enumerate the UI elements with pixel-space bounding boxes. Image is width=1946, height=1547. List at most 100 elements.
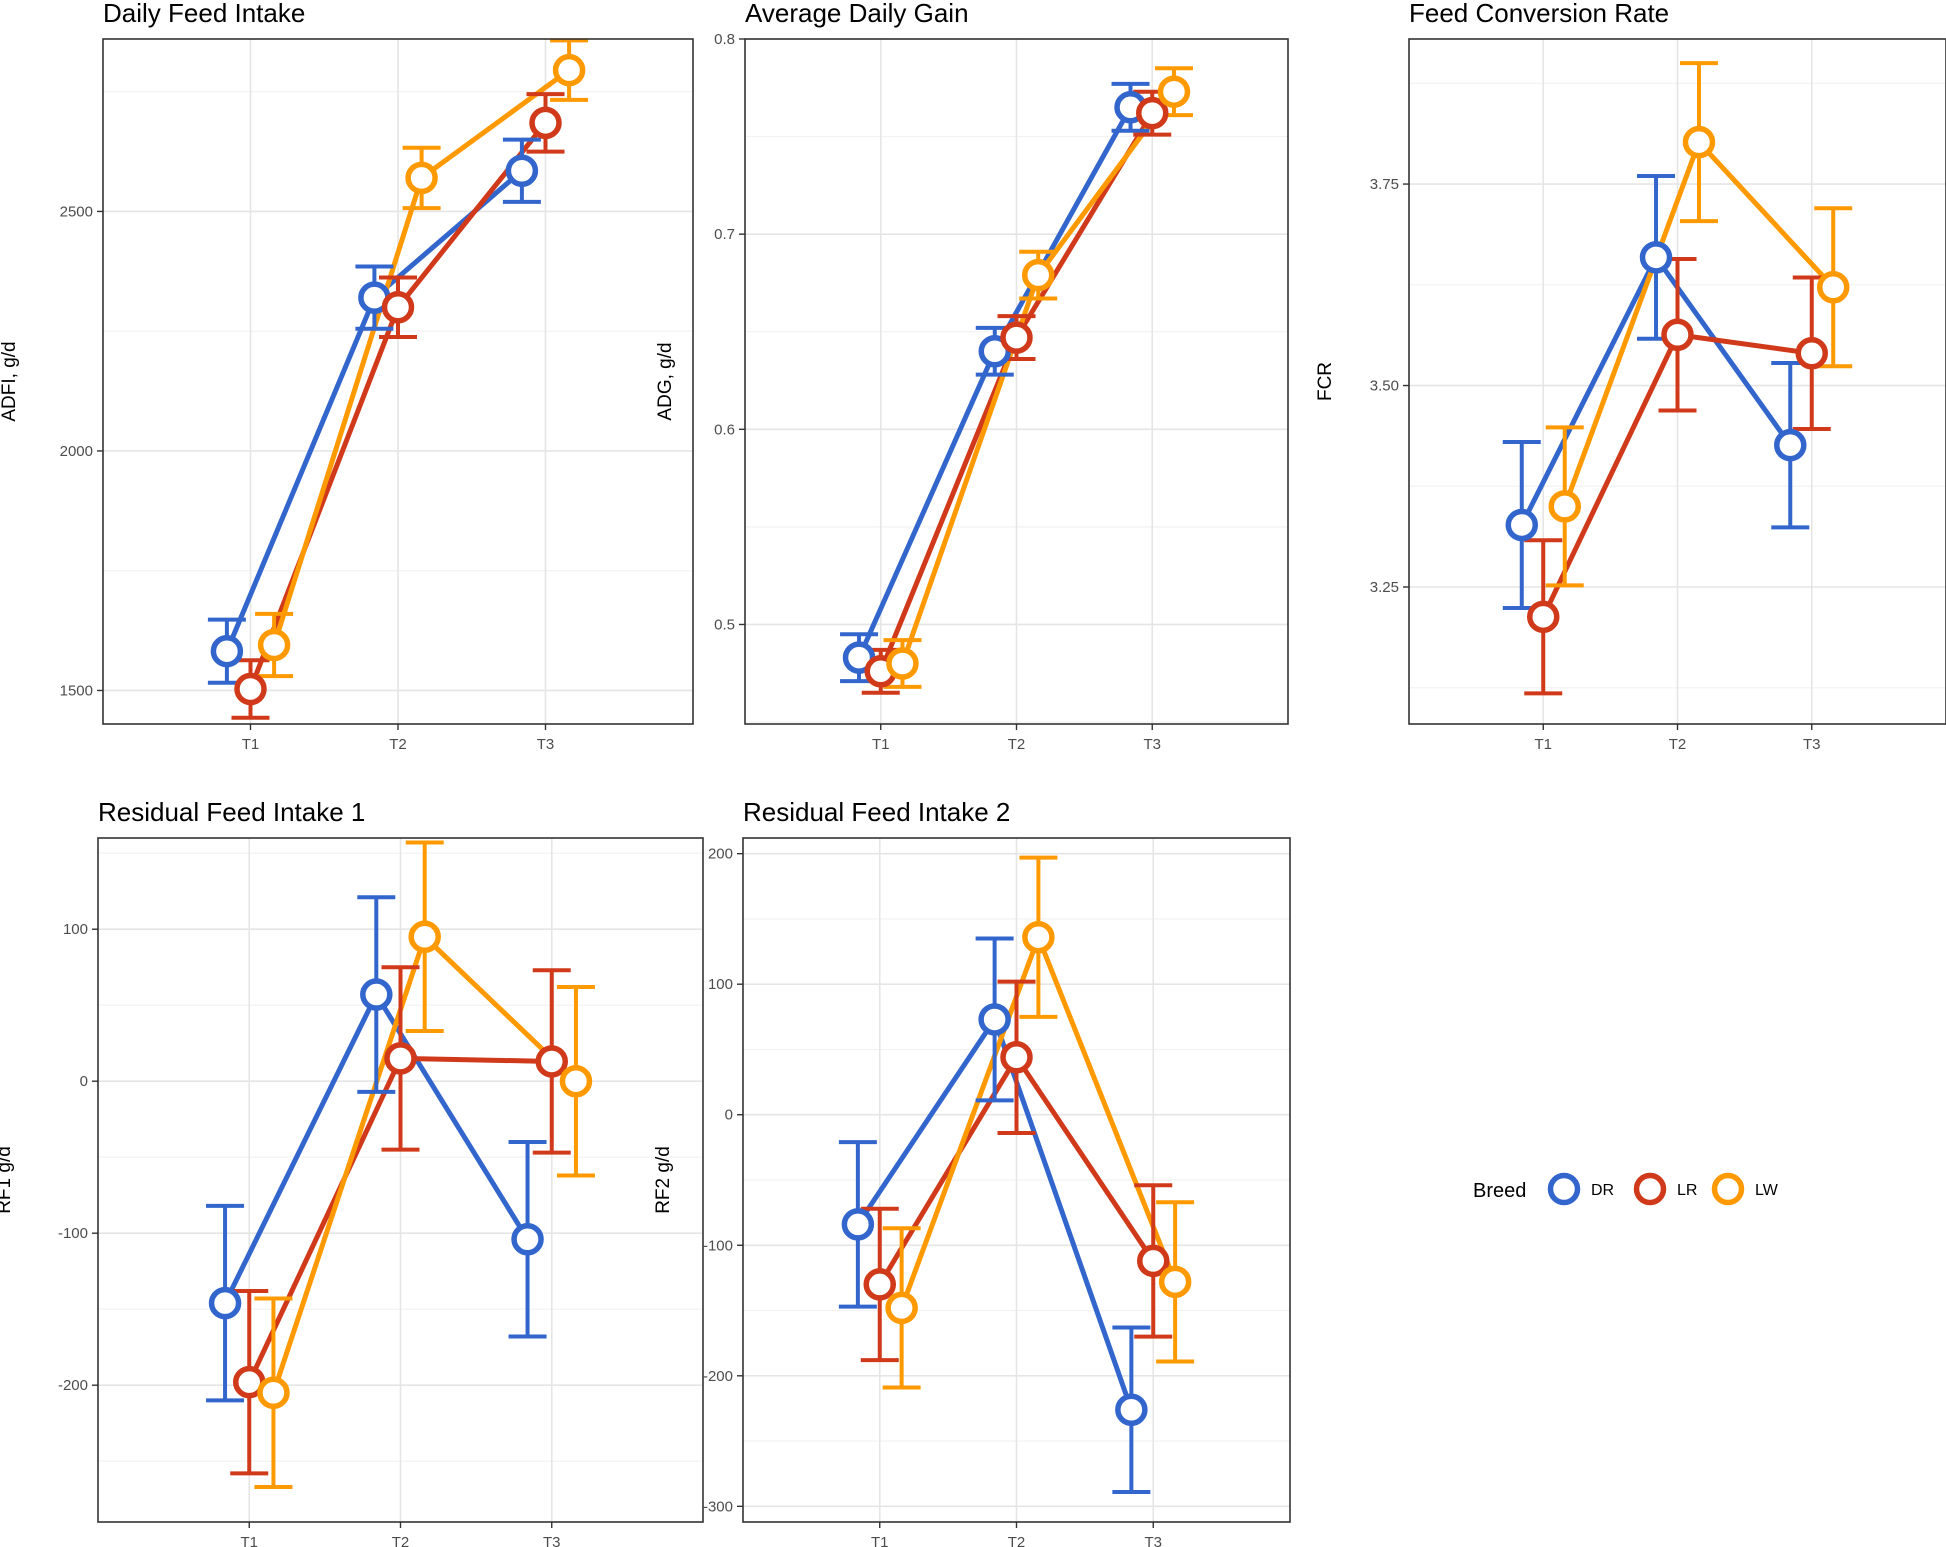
chart-panel-4: -200 -100 0 100 T1 T2 T3 Residual Feed Intake 1… <box>0 797 704 1547</box>
x-tick-label: T2 <box>1008 736 1026 753</box>
data-point-DR <box>1115 1393 1148 1426</box>
y-tick-label: 0.5 <box>714 616 735 633</box>
y-axis-label: ADG, g/d <box>655 342 676 420</box>
y-axis-label: FCR <box>1315 362 1336 401</box>
legend-title: Breed <box>1473 1180 1526 1202</box>
x-tick-label: T3 <box>1143 736 1161 753</box>
data-point-LW <box>408 920 441 954</box>
x-tick-label: T1 <box>872 736 890 753</box>
legend-key-LR <box>1633 1172 1667 1206</box>
y-axis-label: ADFI, g/d <box>0 341 20 421</box>
y-tick-label: 3.75 <box>1370 176 1399 193</box>
data-point-LW <box>1158 1265 1192 1299</box>
x-tick-label: T1 <box>1534 736 1552 753</box>
data-point-LR <box>384 1042 417 1075</box>
y-tick-label: -100 <box>703 1237 733 1254</box>
data-point-LR <box>529 106 562 140</box>
y-tick-label: 200 <box>708 846 733 863</box>
legend-item-LR: LR <box>1633 1172 1697 1206</box>
y-tick-label: 0.8 <box>714 31 735 48</box>
legend-item-DR: DR <box>1547 1172 1614 1206</box>
data-point-DR <box>505 154 539 187</box>
y-tick-label: 2000 <box>60 443 93 460</box>
x-tick-label: T3 <box>1144 1534 1162 1547</box>
x-tick-label: T2 <box>1008 1534 1026 1547</box>
chart-title: Average Daily Gain <box>745 0 969 28</box>
x-tick-label: T3 <box>543 1534 561 1547</box>
chart-title: Daily Feed Intake <box>103 0 305 28</box>
chart-panel-3: 3.25 3.50 3.75 T1 T2 T3 Feed Conversion Rate FC… <box>1315 0 1946 753</box>
data-point-LW <box>552 53 586 87</box>
y-tick-label: 3.25 <box>1370 579 1399 596</box>
y-tick-label: 0 <box>725 1107 733 1124</box>
y-tick-label: 0.6 <box>714 421 735 438</box>
data-point-LW <box>1157 75 1191 108</box>
chart-title: Residual Feed Intake 2 <box>743 797 1010 827</box>
legend-label-DR: DR <box>1591 1182 1614 1199</box>
data-point-DR <box>210 634 244 668</box>
chart-title: Feed Conversion Rate <box>1409 0 1669 28</box>
x-tick-label: T1 <box>242 736 260 753</box>
legend-key-LW <box>1711 1172 1745 1206</box>
data-point-LR <box>863 1268 896 1301</box>
data-point-DR <box>511 1223 544 1256</box>
chart-panel-2: 0.5 0.6 0.7 0.8 T1 T2 T3 Average Daily Gain ADG,… <box>655 0 1289 753</box>
y-tick-label: -100 <box>58 1225 88 1242</box>
x-tick-label: T1 <box>871 1534 889 1547</box>
y-tick-label: 3.50 <box>1370 378 1399 395</box>
data-point-LW <box>559 1064 593 1098</box>
data-point-DR <box>1774 428 1807 462</box>
y-axis-label: RF1 g/d <box>0 1146 15 1214</box>
x-tick-label: T3 <box>537 736 555 753</box>
y-tick-label: -200 <box>58 1377 88 1394</box>
data-point-LR <box>1661 318 1694 352</box>
y-tick-label: 0 <box>80 1073 88 1090</box>
x-tick-label: T2 <box>392 1534 410 1547</box>
data-point-LR <box>1137 1244 1170 1278</box>
data-point-LR <box>535 1045 568 1078</box>
data-point-DR <box>208 1286 242 1320</box>
chart-panel-1: 1500 2000 2500 T1 T2 T3 Daily Feed Intake ADFI,… <box>0 0 694 753</box>
chart-panel-5: -300 -200 -100 0 100 200 T1 T2 T3 Residual Feed I… <box>653 797 1291 1547</box>
y-axis-label: RF2 g/d <box>653 1146 674 1214</box>
data-point-LW <box>885 1291 918 1325</box>
y-tick-label: 1500 <box>60 682 93 699</box>
y-tick-label: 100 <box>63 921 88 938</box>
data-point-LR <box>381 291 415 324</box>
legend-label-LW: LW <box>1755 1182 1779 1199</box>
data-point-LW <box>257 1376 290 1410</box>
data-point-DR <box>841 1208 875 1241</box>
legend: Breed DR LR LW <box>1473 1172 1779 1206</box>
legend-key-DR <box>1547 1172 1581 1206</box>
y-tick-label: -200 <box>703 1368 733 1385</box>
y-tick-label: 100 <box>708 976 733 993</box>
series-line-DR <box>856 106 1133 659</box>
x-tick-label: T1 <box>240 1534 258 1547</box>
data-point-LR <box>1000 1041 1033 1074</box>
data-point-LW <box>1548 490 1581 523</box>
series-line-DR <box>224 168 524 653</box>
series-line-LW <box>900 90 1176 665</box>
data-point-LW <box>886 647 919 680</box>
x-tick-label: T2 <box>389 736 407 753</box>
data-point-LR <box>234 672 267 706</box>
data-point-LR <box>1795 337 1828 370</box>
data-point-LR <box>1136 96 1169 130</box>
data-point-LW <box>257 628 291 662</box>
data-point-DR <box>1505 508 1539 542</box>
data-point-LR <box>1000 321 1033 354</box>
x-tick-label: T2 <box>1669 736 1687 753</box>
data-point-LW <box>1682 125 1716 159</box>
data-point-DR <box>978 1003 1011 1036</box>
chart-title: Residual Feed Intake 1 <box>98 797 365 827</box>
data-point-LW <box>1816 270 1850 304</box>
data-point-DR <box>1639 241 1673 274</box>
data-point-LR <box>1527 600 1560 634</box>
data-point-DR <box>360 978 393 1011</box>
data-point-LW <box>1021 258 1055 292</box>
y-tick-label: 0.7 <box>714 226 735 243</box>
data-point-LW <box>1022 920 1055 954</box>
x-tick-label: T3 <box>1803 736 1821 753</box>
data-point-LW <box>405 161 438 195</box>
